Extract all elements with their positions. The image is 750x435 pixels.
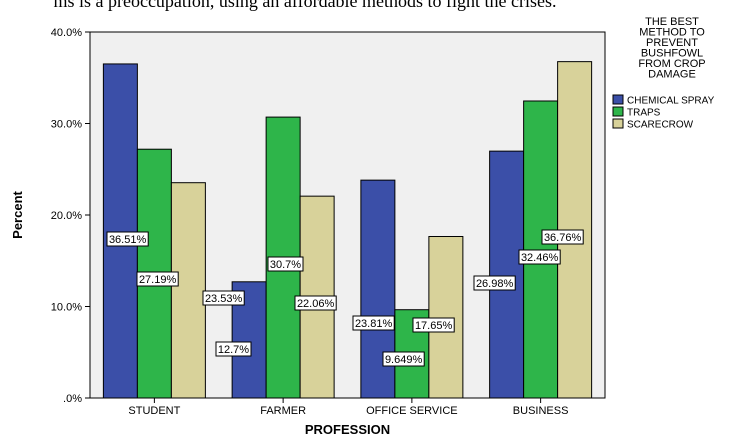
legend-title-line: FROM CROP (638, 58, 705, 70)
data-label: 26.98% (476, 278, 514, 290)
data-label-box (136, 271, 179, 287)
y-tick-label: 40.0% (51, 27, 82, 39)
legend-swatch (612, 118, 624, 129)
data-label-box (412, 317, 455, 333)
data-label: 32.46% (521, 252, 559, 264)
x-tick-label: OFFICE SERVICE (366, 405, 457, 417)
y-tick-label: 20.0% (51, 210, 82, 222)
legend-title-line: PREVENT (646, 37, 698, 49)
data-label: 27.19% (139, 274, 177, 286)
data-label: 17.65% (415, 320, 453, 332)
data-label: 23.53% (205, 293, 243, 305)
data-label-box (352, 315, 395, 331)
data-label: 23.81% (355, 318, 393, 330)
x-tick-label: STUDENT (128, 405, 180, 417)
data-label-box (106, 231, 149, 247)
data-label: 36.76% (544, 232, 582, 244)
y-tick-label: .0% (63, 393, 82, 405)
data-label-box (202, 290, 245, 306)
caption-fragment: ms is a preoccupation, using an affordab… (53, 0, 557, 11)
bar (489, 150, 525, 399)
data-label-box (215, 341, 252, 357)
x-axis-title: PROFESSION (305, 422, 390, 435)
data-label-box (294, 295, 337, 311)
legend-title-line: DAMAGE (648, 69, 696, 81)
legend-title-line: THE BEST (645, 16, 699, 28)
y-tick-label: 10.0% (51, 302, 82, 314)
data-label-box (267, 256, 304, 272)
legend-label: TRAPS (627, 108, 661, 119)
legend-label: SCARECROW (627, 120, 694, 131)
data-label: 22.06% (297, 298, 335, 310)
bar (102, 63, 138, 399)
data-label: 12.7% (218, 344, 249, 356)
data-label: 30.7% (270, 259, 301, 271)
y-axis-title: Percent (10, 190, 25, 238)
legend-swatch (612, 94, 624, 105)
bar (523, 100, 559, 399)
data-label-box (541, 229, 584, 245)
bar (170, 182, 206, 399)
bar (428, 236, 464, 399)
bar (360, 179, 396, 399)
legend-swatch (612, 106, 624, 117)
data-label-box (382, 351, 425, 367)
data-label-box (518, 249, 561, 265)
legend-title-line: METHOD TO (639, 27, 705, 39)
legend-title-line: BUSHFOWL (641, 48, 703, 60)
legend-label: CHEMICAL SPRAY (627, 96, 715, 107)
data-label: 9.649% (385, 354, 423, 366)
x-tick-label: FARMER (260, 405, 306, 417)
x-tick-label: BUSINESS (513, 405, 569, 417)
data-label: 36.51% (109, 234, 147, 246)
y-tick-label: 30.0% (51, 119, 82, 131)
data-label-box (473, 275, 516, 291)
